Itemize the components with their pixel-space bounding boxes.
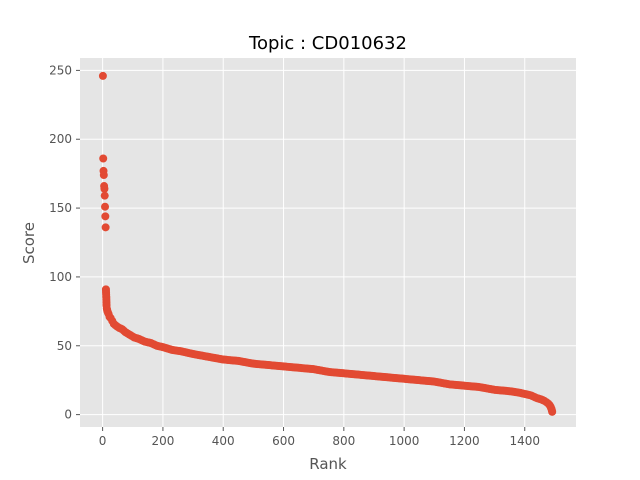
data-point (100, 184, 109, 193)
gridlines (80, 58, 576, 427)
data-point (548, 407, 557, 416)
chart-title: Topic : CD010632 (248, 33, 407, 54)
data-point (99, 154, 108, 163)
data-point (98, 71, 107, 80)
data-point (101, 223, 110, 232)
x-tick-label: 1400 (509, 434, 540, 448)
y-tick-label: 0 (64, 408, 72, 422)
x-tick-label: 1000 (389, 434, 420, 448)
axis-ticks: 0 200 400 600 800 1000 1200 1400 0 50 100 150 200 250 (49, 63, 540, 448)
x-axis-label: Rank (309, 455, 347, 473)
data-point (101, 212, 110, 221)
data-point (100, 191, 109, 200)
x-tick-label: 400 (212, 434, 235, 448)
x-tick-label: 200 (151, 434, 174, 448)
y-tick-label: 200 (49, 132, 72, 146)
data-point (99, 171, 108, 180)
y-tick-label: 50 (57, 339, 72, 353)
x-tick-label: 600 (272, 434, 295, 448)
x-tick-label: 800 (332, 434, 355, 448)
x-tick-label: 1200 (449, 434, 480, 448)
x-tick-label: 0 (99, 434, 107, 448)
y-axis-label: Score (20, 222, 38, 264)
data-points (98, 71, 557, 416)
data-point (101, 202, 110, 211)
y-tick-label: 150 (49, 201, 72, 215)
y-tick-label: 250 (49, 63, 72, 77)
y-tick-label: 100 (49, 270, 72, 284)
